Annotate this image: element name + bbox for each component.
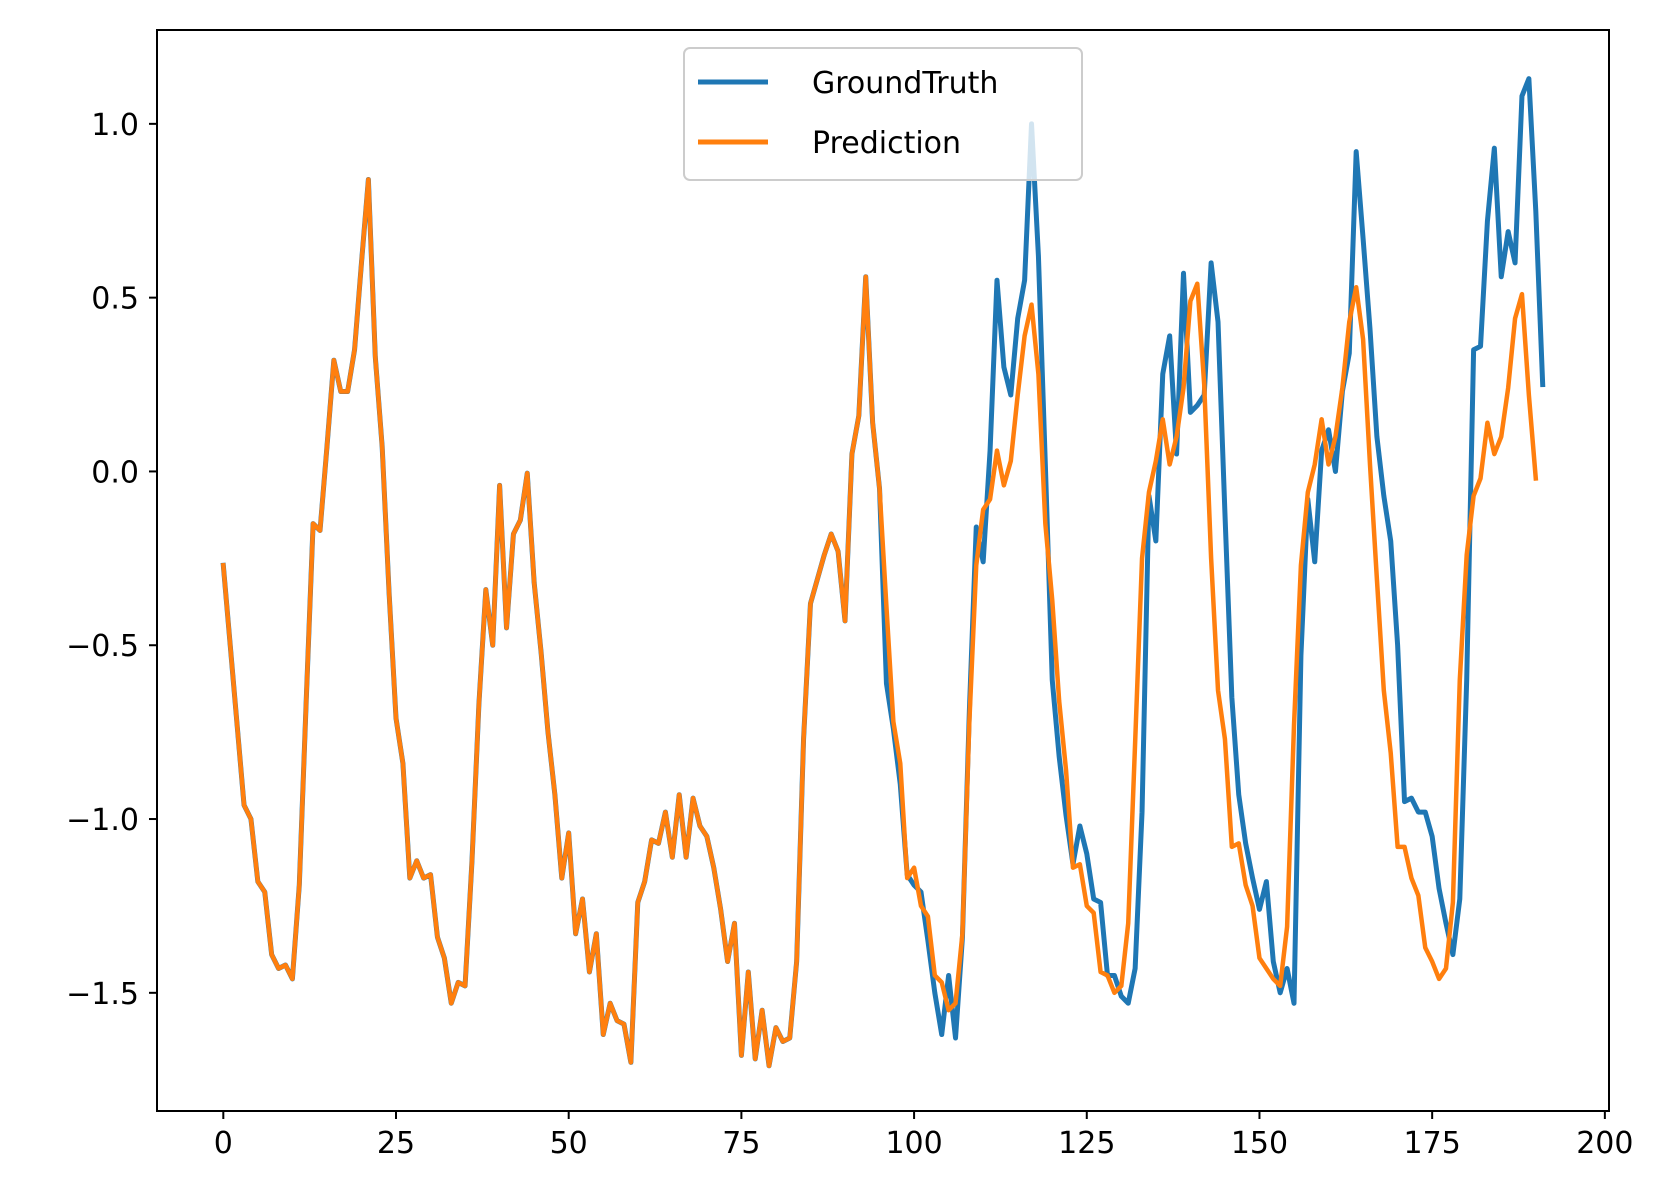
y-tick-label: 0.0	[91, 455, 139, 490]
x-tick-label: 0	[214, 1126, 233, 1161]
y-tick-label: −1.5	[66, 977, 139, 1012]
legend-label-groundtruth: GroundTruth	[812, 66, 998, 101]
x-tick-label: 150	[1231, 1126, 1288, 1161]
plot-frame	[156, 29, 1610, 1112]
x-tick-label: 50	[550, 1126, 588, 1161]
x-axis: 0 25 50 75 100 125 150 175 200	[214, 1111, 1633, 1161]
x-tick-label: 125	[1058, 1126, 1115, 1161]
legend-label-prediction: Prediction	[812, 126, 961, 161]
legend: GroundTruth Prediction	[683, 47, 1083, 181]
y-tick-label: −1.0	[66, 803, 139, 838]
x-tick-label: 175	[1404, 1126, 1461, 1161]
y-tick-label: 0.5	[91, 282, 139, 317]
legend-box	[683, 47, 1083, 181]
x-tick-label: 200	[1576, 1126, 1633, 1161]
y-tick-label: 1.0	[91, 108, 139, 143]
x-tick-label: 75	[722, 1126, 760, 1161]
series-line-prediction	[220, 177, 1539, 1069]
x-tick-label: 100	[885, 1126, 942, 1161]
y-tick-label: −0.5	[66, 629, 139, 664]
series-layer	[220, 76, 1546, 1069]
x-tick-label: 25	[377, 1126, 415, 1161]
y-axis: 1.0 0.5 0.0 −0.5 −1.0 −1.5	[66, 108, 157, 1012]
